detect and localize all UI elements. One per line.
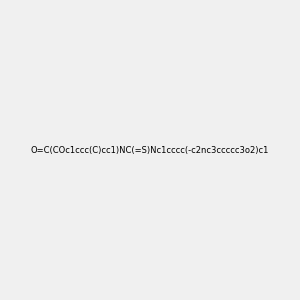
Text: O=C(COc1ccc(C)cc1)NC(=S)Nc1cccc(-c2nc3ccccc3o2)c1: O=C(COc1ccc(C)cc1)NC(=S)Nc1cccc(-c2nc3cc…	[31, 146, 269, 154]
